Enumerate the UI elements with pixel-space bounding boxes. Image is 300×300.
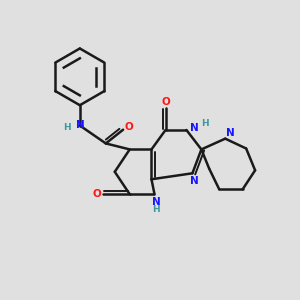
Text: O: O bbox=[92, 189, 101, 199]
Text: N: N bbox=[226, 128, 235, 138]
Text: H: H bbox=[64, 123, 71, 132]
Text: N: N bbox=[152, 197, 160, 207]
Text: H: H bbox=[152, 205, 160, 214]
Text: N: N bbox=[76, 120, 85, 130]
Text: N: N bbox=[190, 176, 198, 186]
Text: H: H bbox=[201, 119, 209, 128]
Text: O: O bbox=[124, 122, 133, 132]
Text: O: O bbox=[161, 97, 170, 106]
Text: N: N bbox=[190, 123, 199, 133]
